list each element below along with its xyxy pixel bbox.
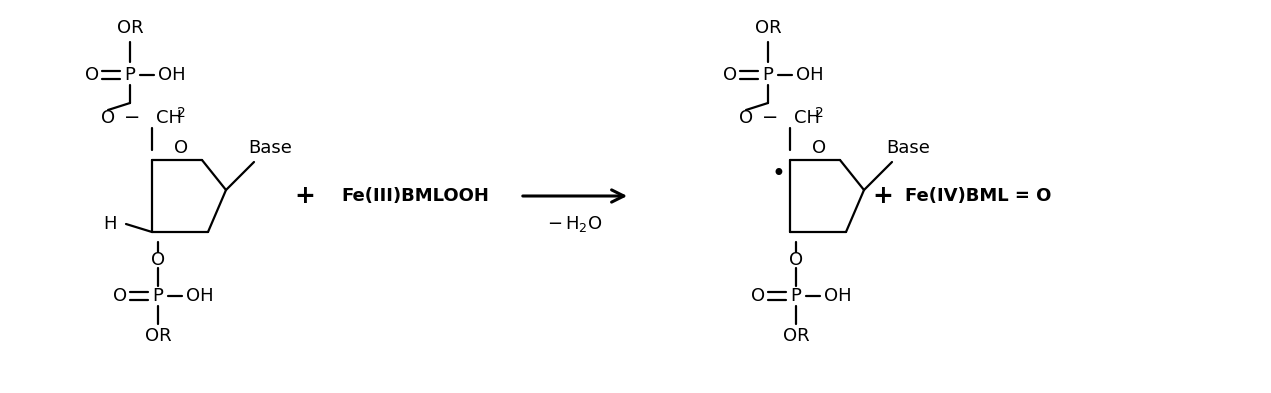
Text: O: O bbox=[151, 251, 165, 269]
Text: $-\,\mathrm{H_2O}$: $-\,\mathrm{H_2O}$ bbox=[548, 214, 602, 234]
Text: •: • bbox=[771, 162, 785, 186]
Text: P: P bbox=[791, 287, 802, 305]
Text: −: − bbox=[761, 108, 778, 127]
Text: O: O bbox=[751, 287, 765, 305]
Text: O: O bbox=[174, 139, 188, 157]
Text: CH: CH bbox=[794, 109, 820, 127]
Text: OH: OH bbox=[796, 66, 824, 84]
Text: OH: OH bbox=[158, 66, 186, 84]
Text: 2: 2 bbox=[177, 106, 186, 120]
Text: OR: OR bbox=[783, 327, 810, 345]
Text: OR: OR bbox=[117, 19, 144, 37]
Text: O: O bbox=[100, 109, 116, 127]
Text: Fe(IV)BML = O: Fe(IV)BML = O bbox=[905, 187, 1051, 205]
Text: P: P bbox=[125, 66, 136, 84]
Text: O: O bbox=[113, 287, 127, 305]
Text: +: + bbox=[873, 184, 894, 208]
Text: O: O bbox=[723, 66, 737, 84]
Text: O: O bbox=[738, 109, 752, 127]
Text: OR: OR bbox=[145, 327, 172, 345]
Text: 2: 2 bbox=[815, 106, 824, 120]
Text: H: H bbox=[103, 215, 117, 233]
Text: O: O bbox=[789, 251, 803, 269]
Text: Base: Base bbox=[886, 139, 930, 157]
Text: OH: OH bbox=[186, 287, 214, 305]
Text: P: P bbox=[153, 287, 164, 305]
Text: +: + bbox=[295, 184, 315, 208]
Text: CH: CH bbox=[156, 109, 182, 127]
Text: Fe(III)BMLOOH: Fe(III)BMLOOH bbox=[341, 187, 489, 205]
Text: OH: OH bbox=[824, 287, 852, 305]
Text: Base: Base bbox=[248, 139, 292, 157]
Text: −: − bbox=[123, 108, 140, 127]
Text: OR: OR bbox=[755, 19, 782, 37]
Text: O: O bbox=[812, 139, 826, 157]
Text: P: P bbox=[763, 66, 774, 84]
Text: O: O bbox=[85, 66, 99, 84]
